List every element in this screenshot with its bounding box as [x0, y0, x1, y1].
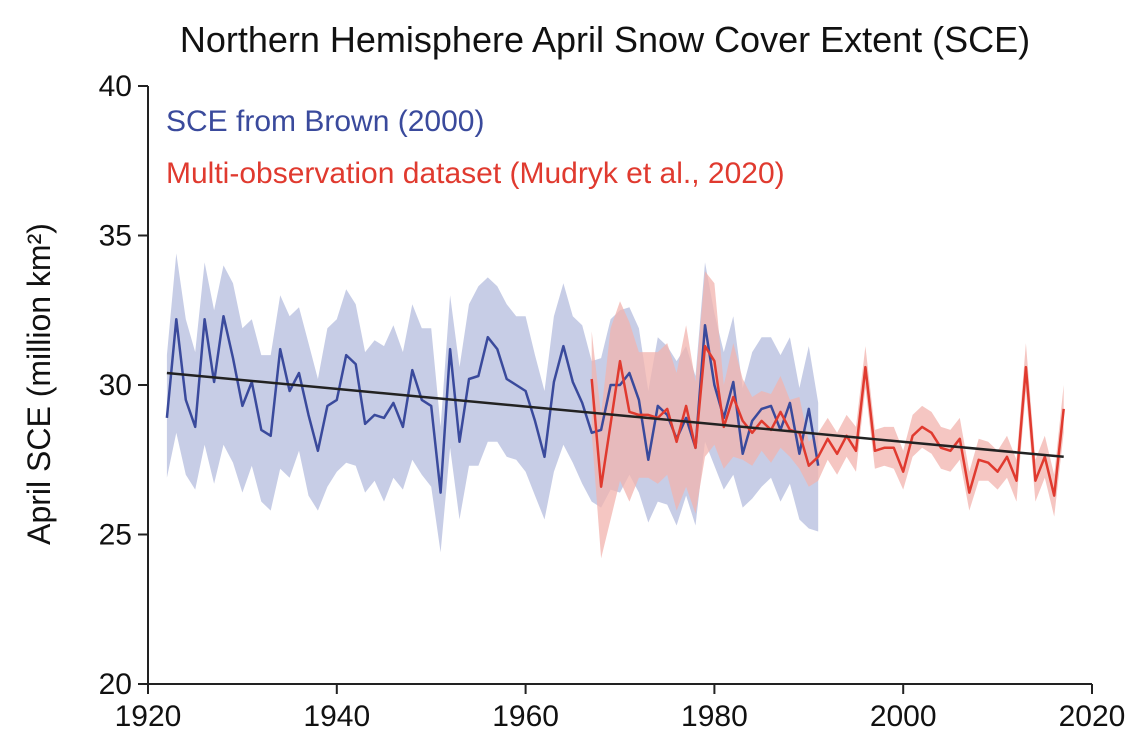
uncertainty-bands — [166, 253, 1064, 559]
y-tick-label: 25 — [99, 519, 132, 552]
y-tick-label: 30 — [99, 369, 132, 402]
x-tick-label: 1980 — [681, 700, 748, 733]
chart-title: Northern Hemisphere April Snow Cover Ext… — [180, 19, 1030, 60]
series-lines — [165, 314, 1065, 497]
x-tick-label: 1960 — [492, 700, 559, 733]
y-tick-label: 40 — [99, 70, 132, 103]
legend: SCE from Brown (2000) Multi-observation … — [166, 105, 785, 190]
uncertainty-band-1 — [591, 271, 1064, 559]
y-tick-label: 20 — [99, 668, 132, 701]
legend-entry-brown: SCE from Brown (2000) — [166, 105, 484, 138]
legend-entry-mudryk: Multi-observation dataset (Mudryk et al.… — [166, 157, 785, 190]
x-tick-label: 2020 — [1059, 700, 1126, 733]
x-tick-label: 1920 — [115, 700, 182, 733]
x-tick-label: 1940 — [303, 700, 370, 733]
trend-line — [166, 371, 1064, 459]
y-axis-label: April SCE (million km²) — [21, 223, 57, 545]
y-tick-label: 35 — [99, 220, 132, 253]
x-tick-label: 2000 — [870, 700, 937, 733]
